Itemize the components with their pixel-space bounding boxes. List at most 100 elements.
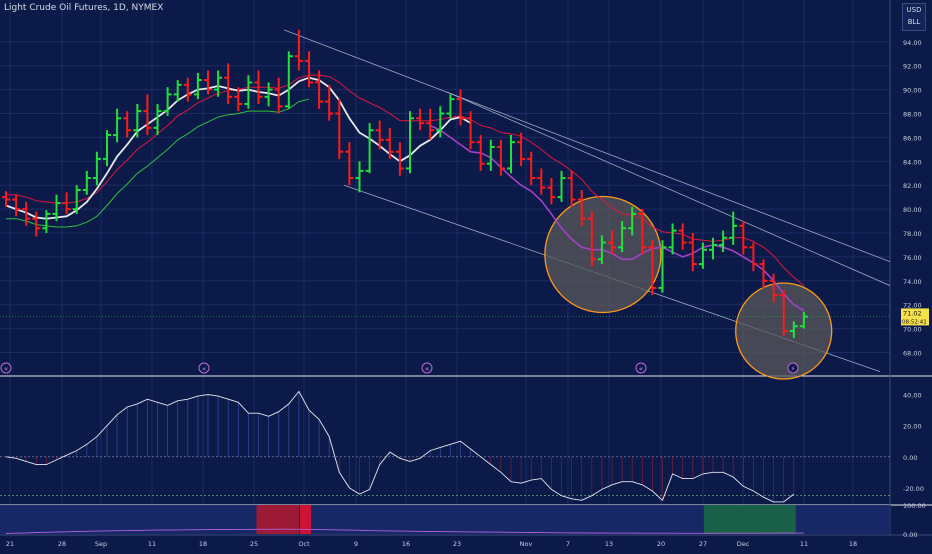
candle (315, 70, 324, 109)
candle (395, 142, 404, 176)
osc-tick-label: -20.00 (903, 485, 924, 493)
candle (42, 210, 51, 234)
candle (345, 142, 354, 186)
candle (92, 151, 101, 186)
price-tag-bg (901, 308, 929, 326)
event-marker[interactable]: « (198, 362, 210, 374)
time-tick-label: Sep (95, 540, 107, 548)
price-tick-label: 92.00 (903, 63, 922, 71)
candle (264, 82, 273, 107)
candle (698, 242, 707, 269)
candle (577, 189, 586, 226)
candle (72, 185, 81, 214)
candle (759, 259, 768, 288)
event-marker[interactable]: « (635, 362, 647, 374)
event-marker-glyph: « (4, 365, 8, 373)
candle (173, 80, 182, 102)
candle (103, 130, 111, 167)
candle (769, 273, 778, 303)
candle (567, 170, 576, 207)
candle (385, 127, 394, 159)
time-tick-label: 9 (354, 540, 358, 548)
candle (608, 230, 616, 255)
price-tick-label: 80.00 (903, 206, 922, 214)
event-marker-ring (635, 362, 647, 374)
candles-group (2, 29, 808, 339)
time-tick-label: 28 (58, 540, 66, 548)
candle (779, 290, 788, 336)
price-tick-label: 78.00 (903, 230, 922, 238)
unit-label: BLL (907, 18, 921, 26)
currency-selector[interactable]: USD BLL (902, 3, 926, 31)
event-marker[interactable]: ⚡ (787, 362, 799, 374)
candle (32, 211, 41, 237)
candle (517, 132, 526, 167)
candle (406, 111, 414, 174)
upper-trendline (283, 29, 891, 263)
indicator-line (5, 528, 804, 534)
price-tick-label: 76.00 (903, 254, 922, 262)
osc-tick-label: 40.00 (903, 392, 922, 400)
candle (153, 103, 162, 136)
candle (113, 108, 122, 143)
indicator-tick-label: 100.00 (903, 502, 926, 510)
candle (476, 135, 485, 171)
candle (123, 111, 132, 138)
event-markers[interactable]: « « « « ⚡ (0, 362, 799, 374)
candle (22, 201, 31, 226)
candle (789, 321, 798, 339)
axes-group: 94.0092.0090.0088.0086.0084.0082.0080.00… (0, 39, 929, 548)
event-marker-glyph: « (425, 365, 429, 373)
candle (729, 211, 738, 245)
time-tick-label: 18 (849, 540, 857, 548)
candle (426, 108, 435, 140)
candle (62, 192, 71, 214)
event-marker-ring (787, 362, 799, 374)
candle (557, 170, 566, 202)
candle (82, 170, 91, 195)
candle (224, 63, 233, 104)
time-tick-label: 18 (199, 540, 207, 548)
candle (648, 240, 657, 296)
candle (133, 103, 142, 138)
time-tick-label: 11 (148, 540, 156, 548)
price-tick-label: 86.00 (903, 134, 922, 142)
indicator-tick-label: 0.00 (903, 531, 917, 539)
candle (193, 72, 202, 100)
time-tick-label: Nov (520, 540, 533, 548)
candle (325, 84, 334, 121)
time-tick-label: 25 (250, 540, 258, 548)
event-marker[interactable]: « (421, 362, 433, 374)
time-tick-label: 21 (6, 540, 14, 548)
candle (466, 111, 475, 150)
time-tick-label: Oct (298, 540, 310, 548)
candle (244, 75, 253, 109)
candle (305, 51, 313, 88)
candle (436, 106, 445, 138)
candle (739, 221, 748, 255)
candle (496, 139, 505, 176)
price-tick-label: 70.00 (903, 326, 922, 334)
event-marker-glyph: « (639, 365, 643, 373)
time-tick-label: 16 (402, 540, 410, 548)
event-marker-ring (421, 362, 433, 374)
candle (507, 135, 515, 174)
time-tick-label: 27 (699, 540, 707, 548)
candle (163, 87, 172, 116)
indicator-panel (5, 528, 804, 534)
candle (204, 70, 212, 95)
price-tick-label: 82.00 (903, 182, 922, 190)
candle (234, 87, 243, 112)
candle (365, 123, 374, 174)
candle (597, 235, 606, 265)
price-tick-label: 90.00 (903, 87, 922, 95)
candle (284, 51, 293, 109)
osc-tick-label: 20.00 (903, 423, 922, 431)
candle (658, 240, 667, 293)
event-marker-ring (198, 362, 210, 374)
candle (456, 89, 465, 126)
red-moving-average (6, 74, 805, 286)
event-marker[interactable]: « (0, 362, 12, 374)
